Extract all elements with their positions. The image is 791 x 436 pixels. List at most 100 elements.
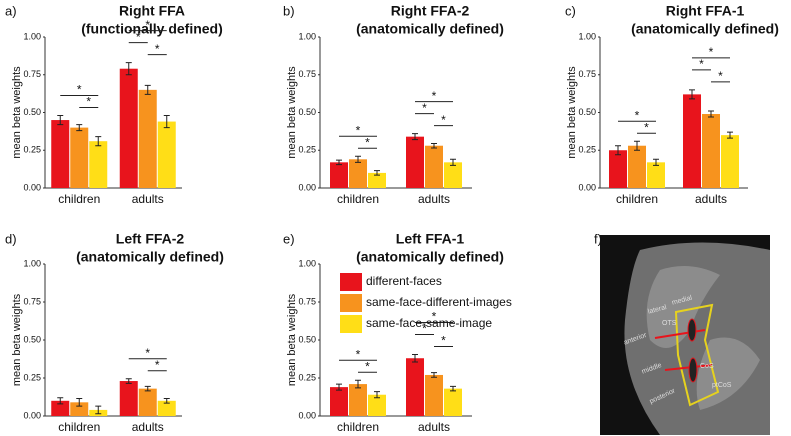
error-bar (163, 115, 170, 129)
panel-label: d) (5, 231, 17, 246)
error-bar (727, 131, 733, 139)
error-bar (634, 140, 640, 151)
bar (683, 94, 701, 188)
significance-label: * (635, 108, 640, 122)
significance-label: * (644, 120, 649, 134)
error-bar (374, 170, 380, 176)
y-tick-label: 0.25 (23, 372, 41, 382)
error-bar (450, 385, 456, 392)
error-bar (95, 136, 102, 147)
legend-swatch (340, 273, 362, 291)
bar (138, 388, 157, 416)
y-axis-label: mean beta weights (11, 293, 23, 386)
chart-title: (anatomically defined) (356, 249, 504, 265)
panel-label: e) (283, 231, 295, 246)
significance-label: * (441, 113, 446, 127)
significance-label: * (422, 101, 427, 115)
y-axis-label: mean beta weights (566, 66, 578, 159)
fusiform-region (687, 318, 697, 342)
image-label: OTS (662, 320, 677, 327)
bar (349, 384, 367, 416)
significance-label: * (155, 358, 160, 372)
significance-label: * (356, 123, 361, 137)
bar (425, 145, 443, 188)
y-tick-label: 0.75 (578, 69, 596, 79)
y-tick-label: 0.50 (23, 107, 41, 117)
y-tick-label: 0.00 (578, 182, 596, 192)
chart-title: Right FFA-2 (391, 3, 470, 19)
y-axis-label: mean beta weights (286, 66, 298, 159)
bar (70, 402, 89, 416)
significance-label: * (365, 135, 370, 149)
bar (628, 145, 646, 188)
y-tick-label: 0.50 (23, 334, 41, 344)
y-tick-label: 0.25 (298, 372, 316, 382)
y-tick-label: 0.50 (298, 334, 316, 344)
bar (406, 136, 424, 188)
legend-label: different-faces (366, 274, 442, 288)
legend-label: same-face-different-images (366, 295, 512, 309)
x-tick-label: adults (132, 420, 164, 434)
image-label: CoS (700, 363, 714, 370)
significance-label: * (432, 89, 437, 103)
error-bar (374, 391, 380, 399)
bar (609, 150, 627, 188)
chart-title: (functionally defined) (81, 21, 223, 37)
panel-label: b) (283, 3, 295, 18)
cortex-pattern (646, 266, 760, 410)
y-tick-label: 0.75 (298, 296, 316, 306)
error-bar (163, 398, 170, 404)
y-tick-label: 0.75 (298, 69, 316, 79)
error-bar (125, 62, 132, 76)
x-tick-label: children (58, 420, 100, 434)
image-label: lateral (647, 304, 668, 316)
roi-outline (674, 303, 720, 407)
bar (368, 172, 386, 188)
x-tick-label: adults (132, 192, 164, 206)
chart-title: Right FFA-1 (666, 3, 745, 19)
y-tick-label: 0.00 (298, 410, 316, 420)
bar (138, 89, 157, 188)
significance-label: * (136, 30, 141, 44)
bar (647, 162, 665, 188)
legend-swatch (340, 294, 362, 312)
error-bar (689, 89, 695, 100)
bar (119, 381, 138, 416)
significance-label: * (718, 69, 723, 83)
chart-title: Left FFA-1 (396, 231, 465, 247)
y-tick-label: 1.00 (23, 258, 41, 268)
bar (406, 358, 424, 416)
legend-label: same-face-same-image (366, 316, 492, 330)
y-tick-label: 1.00 (298, 31, 316, 41)
boundary-line (654, 329, 706, 339)
error-bar (431, 142, 437, 149)
panel-label: f) (594, 231, 602, 246)
significance-label: * (709, 45, 714, 59)
significance-label: * (422, 322, 427, 336)
bar (702, 114, 720, 188)
y-tick-label: 0.50 (298, 107, 316, 117)
error-bar (336, 159, 342, 166)
x-tick-label: adults (418, 420, 450, 434)
x-tick-label: children (337, 420, 379, 434)
significance-label: * (699, 57, 704, 71)
error-bar (431, 372, 437, 378)
bar (721, 135, 739, 188)
significance-label: * (86, 95, 91, 109)
chart-title: (anatomically defined) (631, 21, 779, 37)
x-tick-label: children (616, 192, 658, 206)
error-bar (95, 405, 102, 415)
image-label: ptCoS (712, 382, 732, 389)
y-tick-label: 0.25 (298, 145, 316, 155)
y-tick-label: 0.25 (578, 145, 596, 155)
error-bar (336, 383, 342, 391)
x-tick-label: children (337, 192, 379, 206)
bar (157, 400, 176, 416)
bar (157, 121, 176, 188)
bar (51, 400, 70, 416)
chart-title: Left FFA-2 (116, 231, 185, 247)
error-bar (125, 378, 132, 384)
y-axis-label: mean beta weights (11, 66, 23, 159)
bar (51, 120, 70, 188)
bar (368, 394, 386, 416)
